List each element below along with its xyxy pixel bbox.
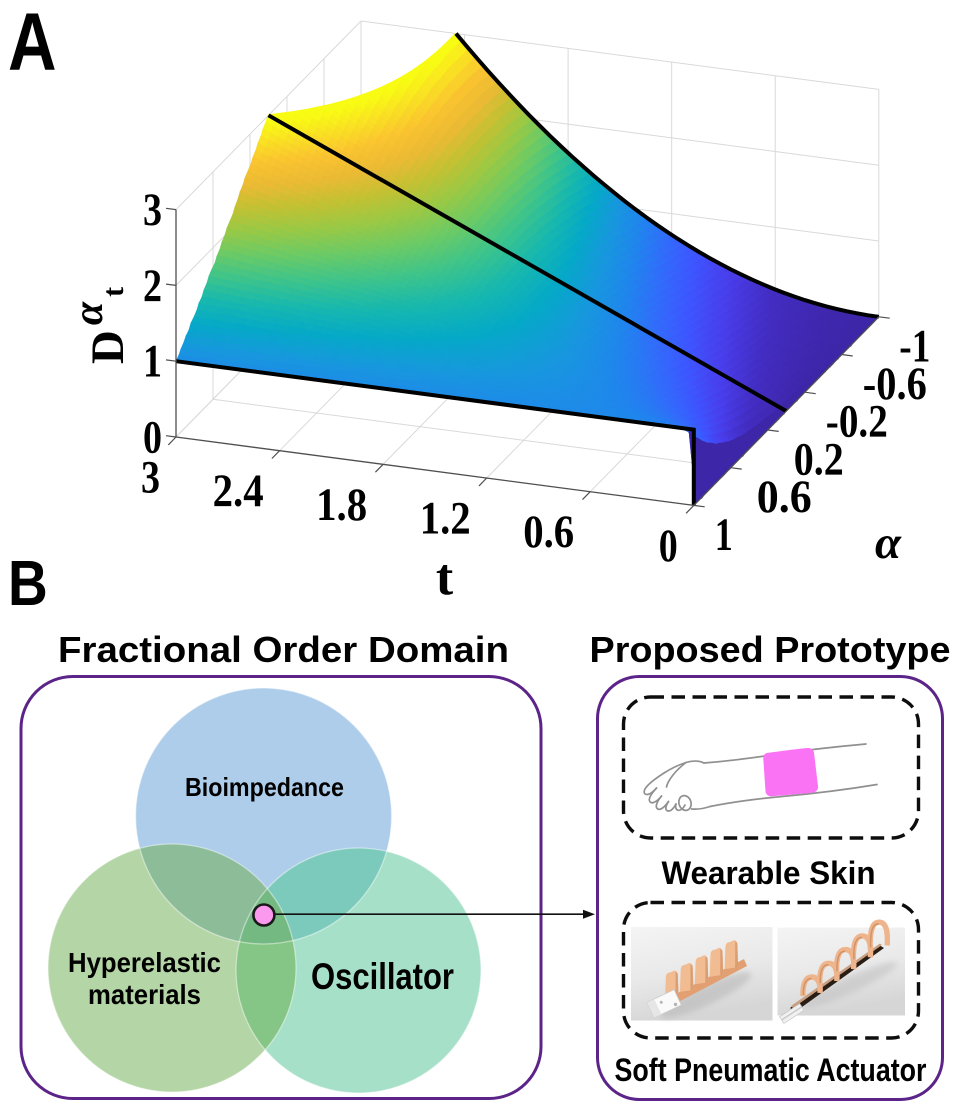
svg-text:2: 2 <box>143 260 162 312</box>
svg-text:t: t <box>436 549 454 606</box>
svg-text:0.2: 0.2 <box>794 434 844 486</box>
svg-text:-0.6: -0.6 <box>863 358 927 410</box>
svg-text:α: α <box>875 517 902 569</box>
svg-text:0: 0 <box>659 520 678 572</box>
svg-text:1: 1 <box>715 509 733 561</box>
svg-text:3: 3 <box>141 452 160 504</box>
svg-text:0.6: 0.6 <box>523 506 574 558</box>
svg-text:Oscillator: Oscillator <box>311 956 454 997</box>
svg-text:A: A <box>8 0 57 87</box>
svg-text:2.4: 2.4 <box>213 465 264 517</box>
svg-text:materials: materials <box>88 979 201 1010</box>
svg-text:Wearable Skin: Wearable Skin <box>662 855 876 891</box>
svg-text:B: B <box>8 547 48 619</box>
svg-text:0.6: 0.6 <box>757 471 812 523</box>
svg-text:1.2: 1.2 <box>420 493 471 545</box>
svg-text:Fractional Order Domain: Fractional Order Domain <box>58 629 509 670</box>
svg-text:-1: -1 <box>899 320 930 372</box>
svg-text:-0.2: -0.2 <box>826 396 888 448</box>
svg-text:3: 3 <box>143 184 162 236</box>
svg-text:Proposed Prototype: Proposed Prototype <box>590 629 951 670</box>
svg-text:1: 1 <box>143 336 162 388</box>
svg-text:1.8: 1.8 <box>316 479 367 531</box>
svg-text:0: 0 <box>143 412 162 464</box>
svg-text:Hyperelastic: Hyperelastic <box>68 947 221 978</box>
svg-text:Soft Pneumatic Actuator: Soft Pneumatic Actuator <box>615 1052 927 1088</box>
svg-text:Bioimpedance: Bioimpedance <box>185 772 344 802</box>
